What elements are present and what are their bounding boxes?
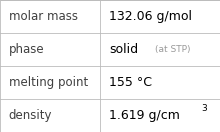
Text: solid: solid: [109, 43, 138, 56]
Text: (at STP): (at STP): [155, 45, 191, 54]
Text: 3: 3: [202, 104, 207, 113]
Text: 132.06 g/mol: 132.06 g/mol: [109, 10, 192, 23]
Text: density: density: [9, 109, 52, 122]
Text: phase: phase: [9, 43, 44, 56]
Text: molar mass: molar mass: [9, 10, 78, 23]
Text: melting point: melting point: [9, 76, 88, 89]
Text: 1.619 g/cm: 1.619 g/cm: [109, 109, 180, 122]
Text: 155 °C: 155 °C: [109, 76, 152, 89]
